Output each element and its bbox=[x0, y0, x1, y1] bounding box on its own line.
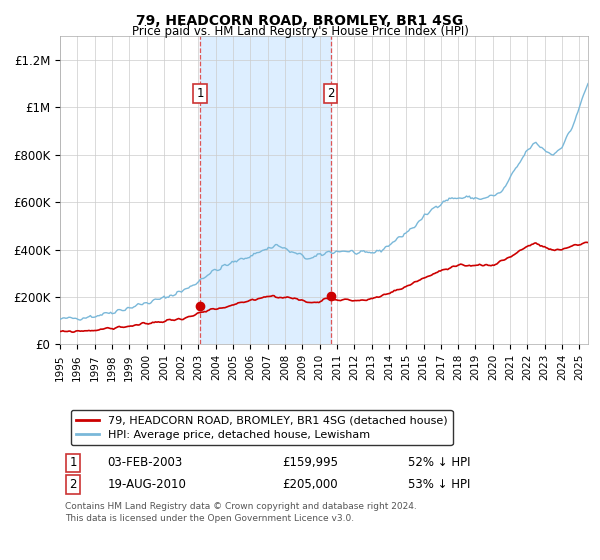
Text: Price paid vs. HM Land Registry's House Price Index (HPI): Price paid vs. HM Land Registry's House … bbox=[131, 25, 469, 38]
Text: 2: 2 bbox=[327, 87, 334, 100]
Text: This data is licensed under the Open Government Licence v3.0.: This data is licensed under the Open Gov… bbox=[65, 514, 355, 523]
Text: £205,000: £205,000 bbox=[282, 478, 337, 491]
Text: 79, HEADCORN ROAD, BROMLEY, BR1 4SG: 79, HEADCORN ROAD, BROMLEY, BR1 4SG bbox=[136, 14, 464, 28]
Text: 19-AUG-2010: 19-AUG-2010 bbox=[107, 478, 187, 491]
Text: 03-FEB-2003: 03-FEB-2003 bbox=[107, 456, 183, 469]
Legend: 79, HEADCORN ROAD, BROMLEY, BR1 4SG (detached house), HPI: Average price, detach: 79, HEADCORN ROAD, BROMLEY, BR1 4SG (det… bbox=[71, 410, 452, 445]
Bar bbox=[200, 36, 331, 344]
Text: 2: 2 bbox=[70, 478, 77, 491]
Text: 1: 1 bbox=[70, 456, 77, 469]
Text: 53% ↓ HPI: 53% ↓ HPI bbox=[409, 478, 471, 491]
Text: 52% ↓ HPI: 52% ↓ HPI bbox=[409, 456, 471, 469]
Text: 1: 1 bbox=[196, 87, 204, 100]
Text: £159,995: £159,995 bbox=[282, 456, 338, 469]
Text: Contains HM Land Registry data © Crown copyright and database right 2024.: Contains HM Land Registry data © Crown c… bbox=[65, 502, 417, 511]
